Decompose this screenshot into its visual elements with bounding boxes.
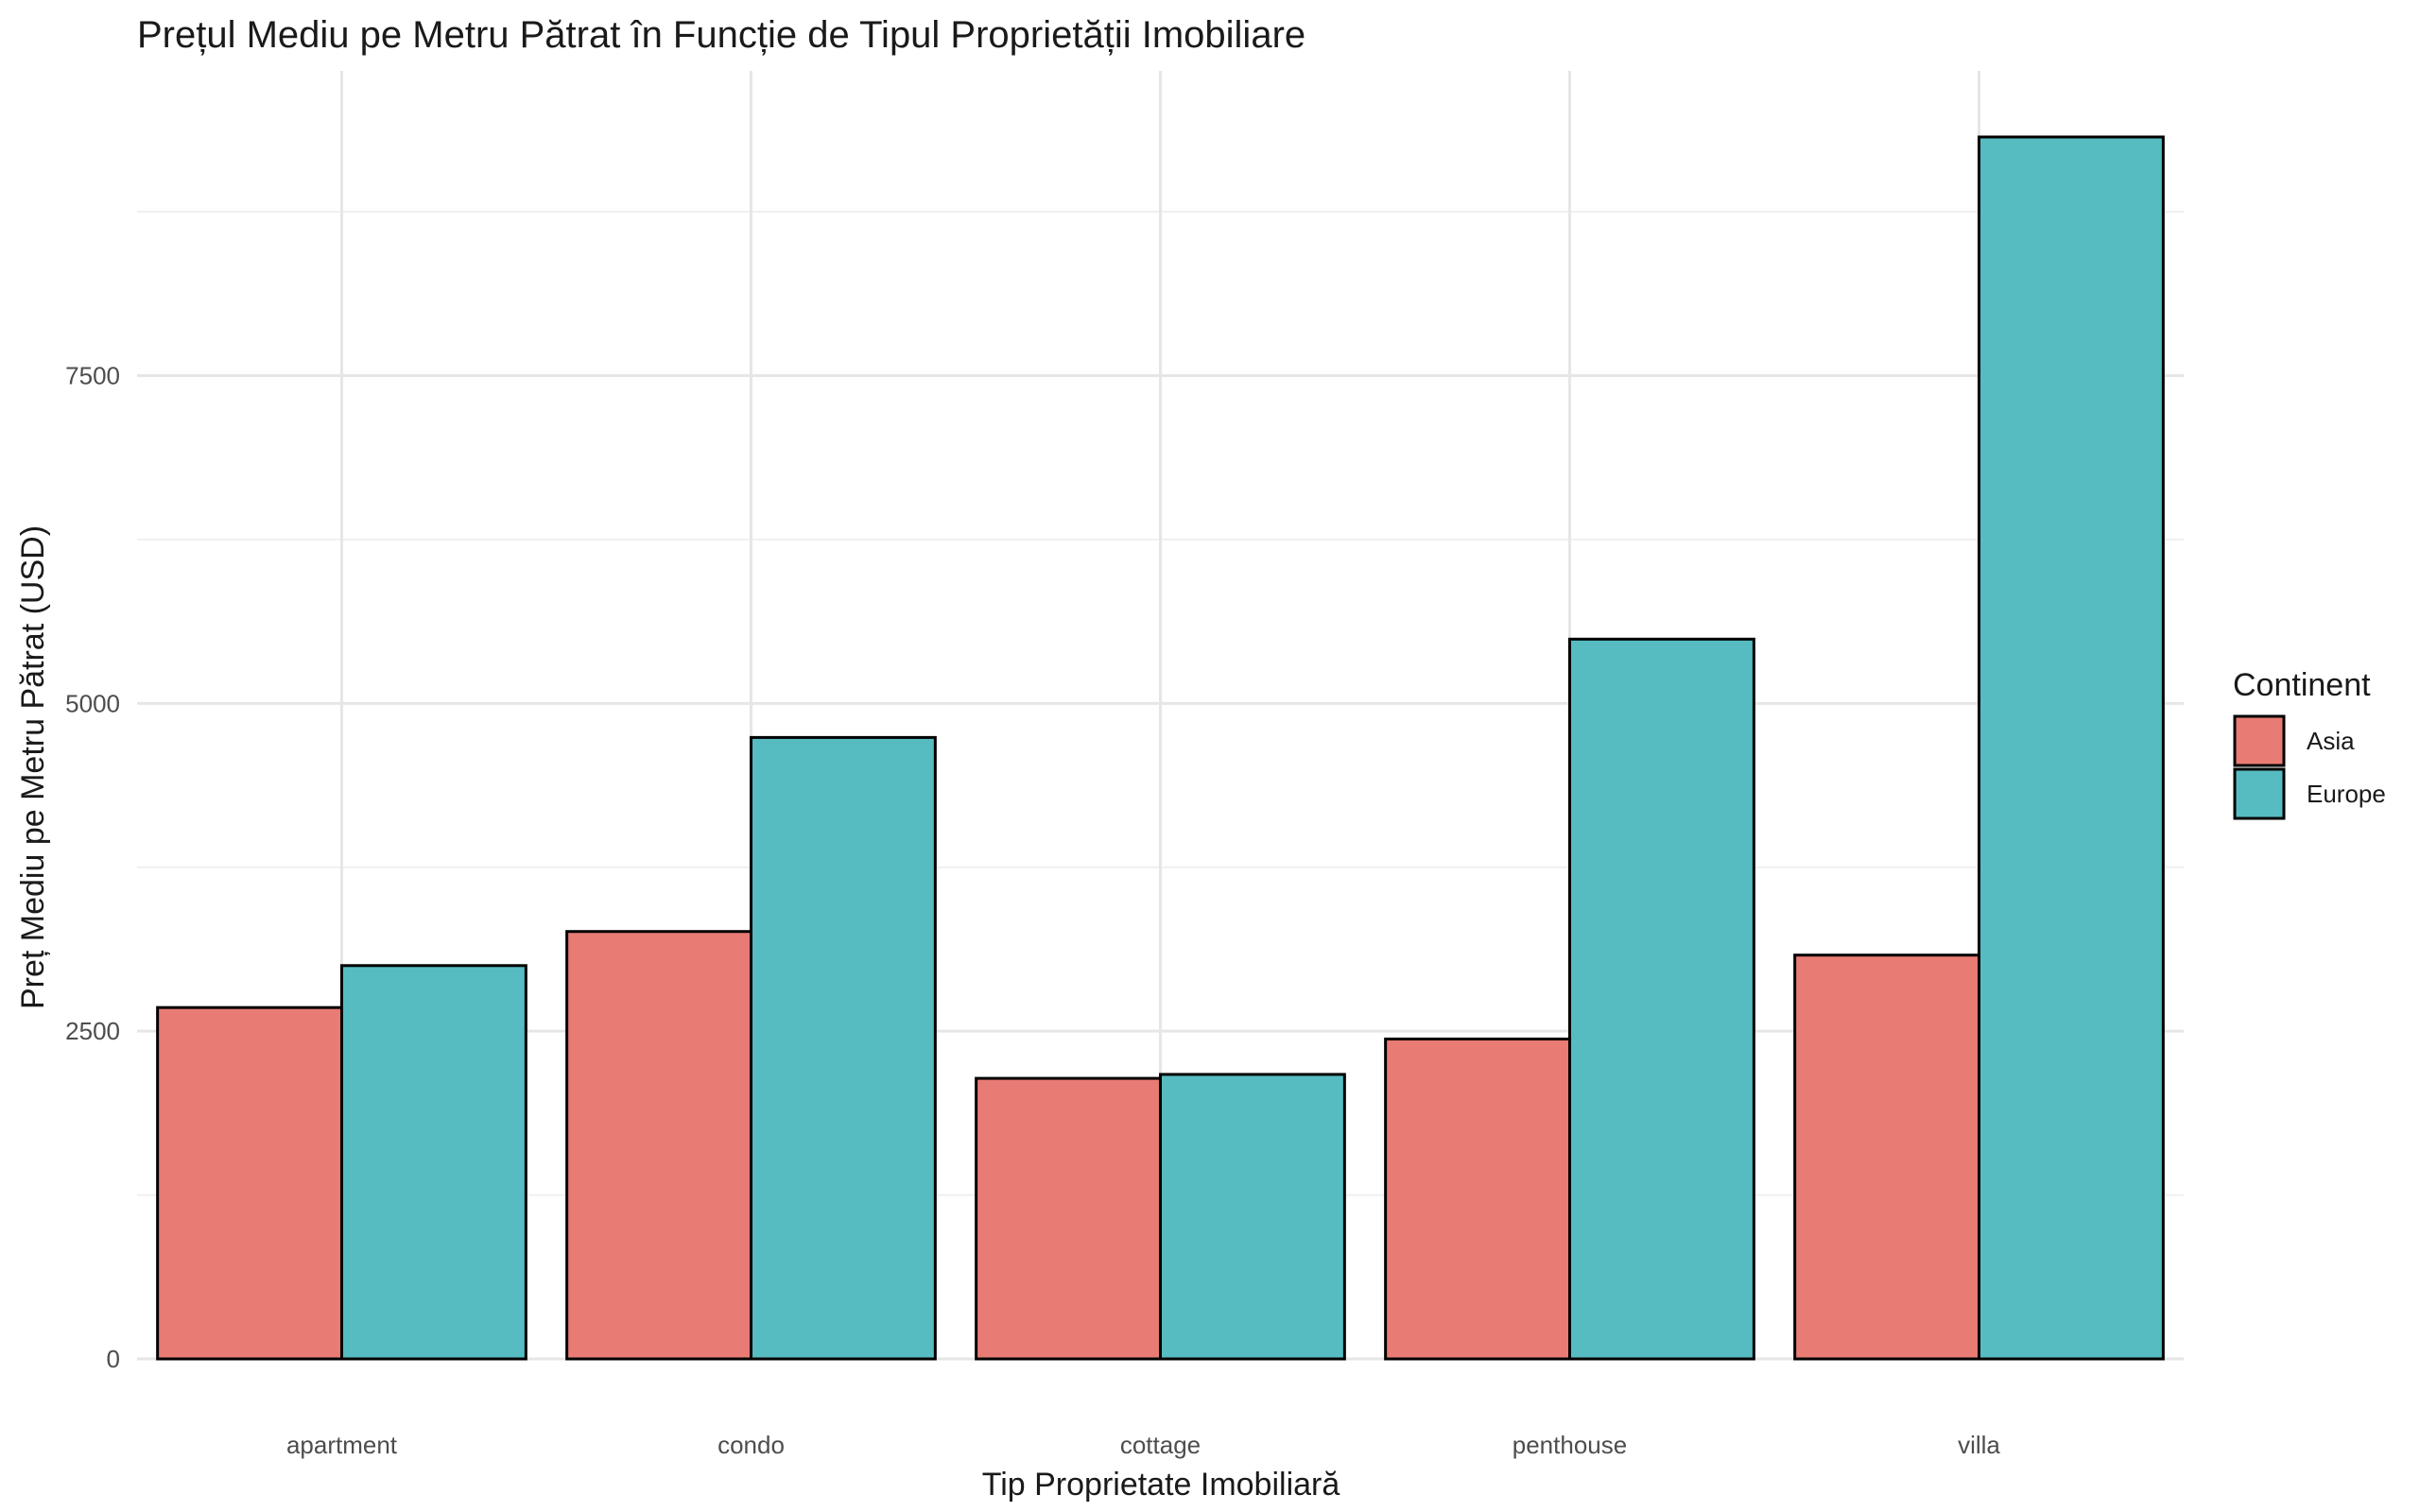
bar-asia-cottage (975, 1076, 1163, 1361)
y-tick-label: 0 (107, 1345, 120, 1373)
legend-key-asia (2233, 714, 2286, 767)
bar-europe-apartment (340, 964, 527, 1361)
bar-asia-condo (565, 930, 753, 1361)
bar-asia-villa (1793, 954, 1981, 1361)
chart-title: Prețul Mediu pe Metru Pătrat în Funcție … (137, 14, 1305, 56)
bar-europe-condo (750, 735, 937, 1361)
y-tick-label: 5000 (65, 689, 120, 717)
legend: Continent Asia Europe (2233, 667, 2386, 820)
y-tick-label: 7500 (65, 361, 120, 389)
y-tick-label: 2500 (65, 1017, 120, 1045)
bar-europe-villa (1978, 135, 2165, 1361)
bar-asia-apartment (156, 1005, 343, 1361)
bars (156, 135, 2165, 1361)
legend-label-europe: Europe (2307, 780, 2386, 808)
x-tick-label: apartment (286, 1431, 398, 1459)
bar-europe-cottage (1159, 1073, 1346, 1361)
legend-items: Asia Europe (2233, 714, 2386, 820)
x-axis-title: Tip Proprietate Imobiliară (982, 1467, 1340, 1503)
y-axis-title: Preț Mediu pe Metru Pătrat (USD) (15, 525, 51, 1009)
legend-key-europe (2233, 767, 2286, 820)
x-tick-label: condo (717, 1431, 785, 1459)
bar-asia-penthouse (1384, 1037, 1572, 1361)
legend-label-asia: Asia (2307, 727, 2355, 755)
x-tick-label: penthouse (1512, 1431, 1627, 1459)
legend-title: Continent (2233, 667, 2371, 703)
x-axis-ticks: apartment condo cottage penthouse villa (286, 1431, 2000, 1459)
bar-europe-penthouse (1568, 637, 1755, 1361)
x-tick-label: villa (1958, 1431, 2000, 1459)
y-axis-ticks: 0 2500 5000 7500 (65, 361, 120, 1373)
x-tick-label: cottage (1120, 1431, 1201, 1459)
